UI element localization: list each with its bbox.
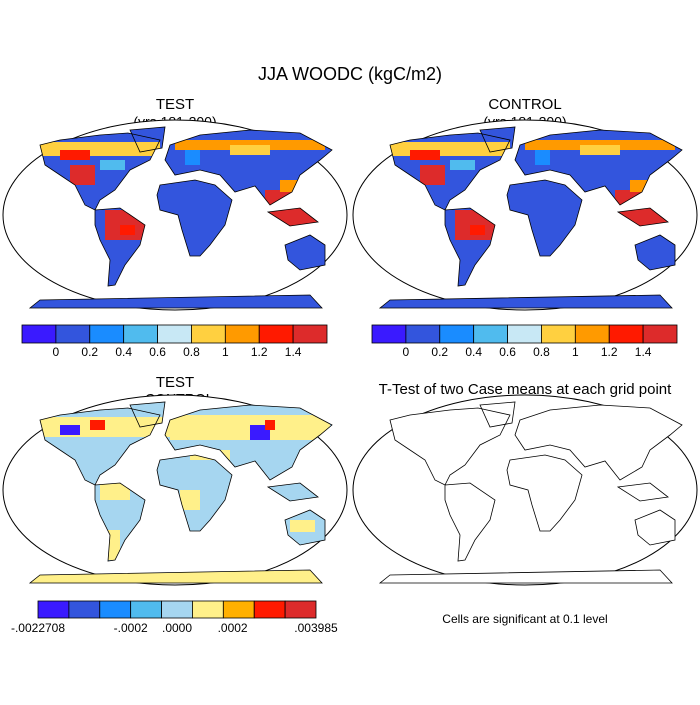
cell-patch — [265, 420, 275, 430]
colorbar-box — [507, 324, 542, 344]
colorbar-label: 1.4 — [285, 345, 302, 359]
colorbar-label: 1.4 — [635, 345, 652, 359]
colorbar-box — [192, 600, 224, 619]
colorbar-box — [608, 324, 644, 344]
colorbar-label: 0.4 — [115, 345, 132, 359]
colorbar-box — [130, 600, 162, 619]
cell-patch — [420, 165, 445, 185]
cell-patch — [230, 145, 270, 155]
cell-patch — [450, 160, 475, 170]
cell-patch — [90, 420, 105, 430]
colorbar-box — [222, 600, 255, 619]
cell-patch — [60, 150, 90, 160]
colorbar-box — [642, 324, 678, 344]
colorbar-box — [157, 324, 192, 344]
cell-patch — [108, 530, 120, 560]
colorbar-label: 0 — [403, 345, 410, 359]
cell-patch — [470, 225, 485, 235]
cell-patch — [60, 425, 80, 435]
cell-patch — [40, 142, 160, 156]
colorbar-box — [123, 324, 158, 344]
panel-title: T-Test of two Case means at each grid po… — [379, 381, 672, 398]
colorbar-box — [99, 600, 132, 619]
cell-patch — [120, 225, 135, 235]
colorbar-box — [574, 324, 610, 344]
map-panel — [352, 394, 698, 586]
colorbar-box — [405, 324, 441, 344]
colorbar-label: 0.6 — [499, 345, 516, 359]
cell-patch — [580, 145, 620, 155]
colorbar-box — [55, 324, 91, 344]
colorbar-label: 1 — [572, 345, 579, 359]
colorbar-label: 0.2 — [81, 345, 98, 359]
colorbar-box — [21, 324, 57, 344]
panel-title: CONTROL — [488, 96, 561, 113]
colorbar-box — [89, 324, 125, 344]
colorbar-box — [253, 600, 286, 619]
colorbar-box — [439, 324, 475, 344]
colorbar-box — [541, 324, 576, 344]
colorbar-box — [473, 324, 508, 344]
figure-title: JJA WOODC (kgC/m2) — [258, 64, 442, 84]
panel-title: TEST — [156, 96, 194, 113]
colorbar-label: 1.2 — [601, 345, 618, 359]
cell-patch — [390, 142, 510, 156]
colorbar-box — [371, 324, 407, 344]
note: Cells are significant at 0.1 level — [442, 612, 607, 626]
colorbar-label: 0.2 — [431, 345, 448, 359]
map-panel — [2, 394, 348, 586]
cell-patch — [70, 165, 95, 185]
colorbar-box — [258, 324, 294, 344]
colorbar-box — [161, 600, 193, 619]
colorbar-label: -.0002 — [114, 621, 148, 635]
colorbar-box — [284, 600, 317, 619]
coastline — [28, 126, 333, 309]
colorbar-box — [224, 324, 260, 344]
map-panel — [352, 119, 698, 311]
coastline — [28, 401, 333, 584]
cell-patch — [180, 490, 200, 510]
cell-patch — [100, 160, 125, 170]
colorbar-label: 0.4 — [465, 345, 482, 359]
cell-patch — [290, 520, 315, 532]
colorbar-label: 1.2 — [251, 345, 268, 359]
coastline — [378, 126, 683, 309]
cell-patch — [185, 150, 200, 165]
colorbar-label: 0.6 — [149, 345, 166, 359]
colorbar-label: 0 — [53, 345, 60, 359]
colorbar-box — [191, 324, 226, 344]
colorbar-label: .003985 — [294, 621, 338, 635]
colorbar-label: .0002 — [218, 621, 248, 635]
colorbar-label: 0.8 — [533, 345, 550, 359]
panel-title: TEST — [156, 374, 194, 391]
colorbar-label: 1 — [222, 345, 229, 359]
colorbar-label: .0000 — [162, 621, 192, 635]
colorbar-label: 0.8 — [183, 345, 200, 359]
colorbar-box — [292, 324, 328, 344]
colorbar-box — [37, 600, 70, 619]
coastline — [378, 401, 683, 584]
cell-patch — [535, 150, 550, 165]
cell-patch — [410, 150, 440, 160]
colorbar-box — [68, 600, 101, 619]
map-panel — [2, 119, 348, 311]
colorbar-label: -.0022708 — [11, 621, 65, 635]
